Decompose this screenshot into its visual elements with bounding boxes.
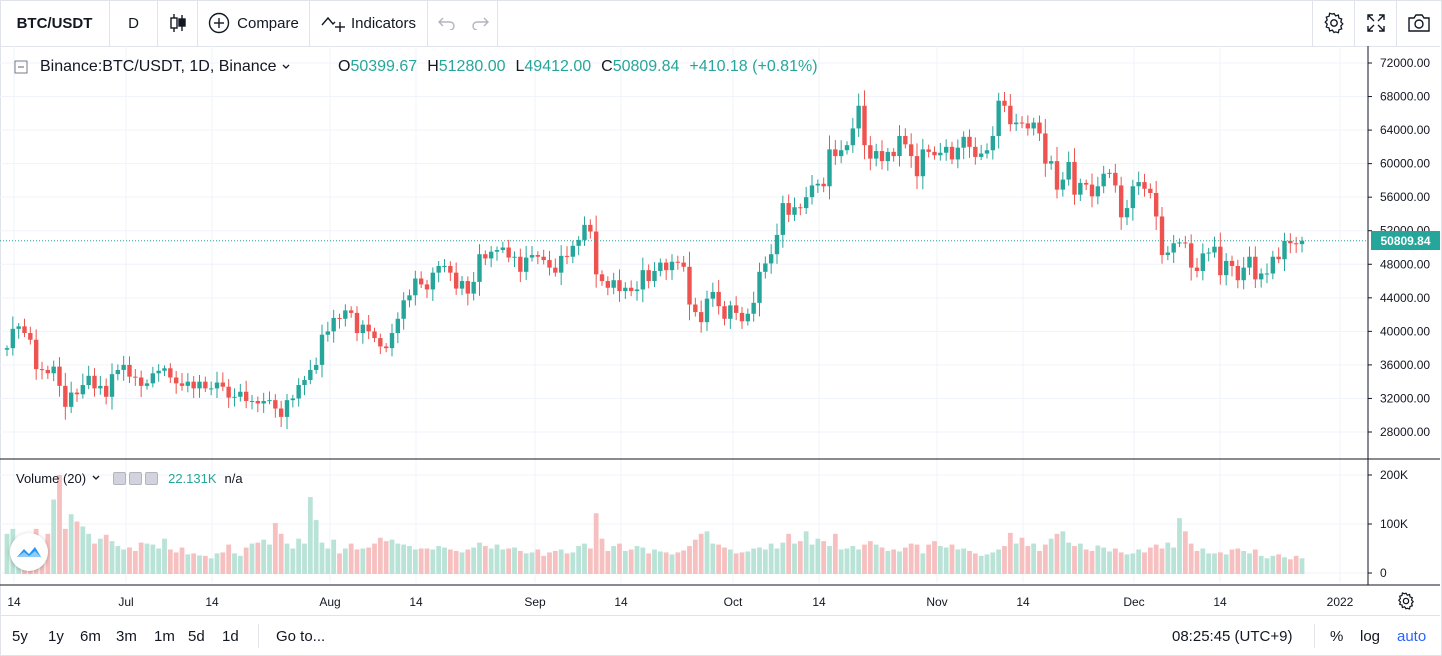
compare-button[interactable]: Compare	[198, 0, 310, 46]
symbol-search-button[interactable]: BTC/USDT	[0, 0, 110, 46]
divider	[258, 624, 259, 648]
redo-button[interactable]	[462, 0, 498, 46]
volume-ma-value: n/a	[224, 470, 243, 486]
chart-style-button[interactable]	[158, 0, 198, 46]
camera-icon	[1407, 14, 1430, 32]
clock[interactable]: 08:25:45 (UTC+9)	[1172, 616, 1292, 656]
range-button-1d[interactable]: 1d	[222, 627, 239, 645]
low-value: 49412.00	[524, 58, 592, 75]
logo-icon	[17, 547, 41, 557]
gear-icon[interactable]	[129, 471, 143, 485]
range-button-5y[interactable]: 5y	[12, 627, 28, 645]
interval-button[interactable]: D	[110, 0, 158, 46]
last-price-label: 50809.84	[1371, 231, 1440, 250]
plus-circle-icon	[208, 12, 230, 34]
series-title[interactable]: Binance:BTC/USDT, 1D, Binance	[40, 58, 277, 75]
chevron-down-icon[interactable]	[91, 474, 101, 482]
tradingview-logo[interactable]	[10, 533, 48, 571]
volume-value: 22.131K	[168, 470, 217, 486]
close-value: 50809.84	[612, 58, 680, 75]
settings-button[interactable]	[1312, 0, 1354, 46]
indicators-button[interactable]: Indicators	[310, 0, 428, 46]
indicators-icon	[321, 16, 345, 32]
series-legend: Binance:BTC/USDT, 1D, Binance	[14, 56, 291, 78]
range-button-1y[interactable]: 1y	[48, 627, 64, 645]
fullscreen-button[interactable]	[1354, 0, 1396, 46]
axis-settings-button[interactable]	[1392, 588, 1420, 614]
high-key: H	[427, 58, 439, 75]
undo-button[interactable]	[432, 0, 462, 46]
close-icon[interactable]	[145, 471, 159, 485]
open-key: O	[338, 58, 351, 75]
indicators-label: Indicators	[350, 14, 417, 32]
bottom-toolbar: 5y 1y 6m 3m 1m 5d 1d Go to... 08:25:45 (UTC+9)…	[0, 615, 1440, 656]
log-toggle[interactable]: log	[1360, 616, 1380, 656]
close-key: C	[601, 58, 613, 75]
goto-label: Go to...	[276, 627, 326, 645]
log-label: log	[1360, 627, 1381, 645]
top-toolbar: BTC/USDT D Compare Indicators	[0, 0, 1440, 47]
interval-label: D	[128, 14, 139, 32]
ohlc-values: O 50399.67 H 51280.00 L 49412.00 C 50809.84 …	[338, 56, 818, 78]
gear-icon	[1397, 592, 1415, 610]
eye-icon[interactable]	[113, 471, 127, 485]
collapse-icon[interactable]	[14, 60, 28, 74]
divider	[1314, 624, 1315, 648]
fullscreen-icon	[1366, 14, 1385, 32]
open-value: 50399.67	[350, 58, 418, 75]
percent-label: %	[1330, 627, 1344, 645]
clock-label: 08:25:45 (UTC+9)	[1172, 627, 1293, 645]
range-button-5d[interactable]: 5d	[188, 627, 205, 645]
undo-icon	[438, 17, 455, 30]
range-button-1m[interactable]: 1m	[154, 627, 175, 645]
percent-toggle[interactable]: %	[1330, 616, 1343, 656]
redo-icon	[471, 17, 489, 30]
compare-label: Compare	[237, 14, 299, 32]
candles-icon	[169, 14, 186, 32]
auto-label: auto	[1397, 627, 1427, 645]
high-value: 51280.00	[438, 58, 506, 75]
snapshot-button[interactable]	[1396, 0, 1440, 46]
chevron-down-icon[interactable]	[281, 63, 291, 71]
volume-legend: Volume (20) 22.131K n/a	[16, 468, 243, 488]
change-value: +410.18 (+0.81%)	[689, 58, 818, 75]
low-key: L	[515, 58, 525, 75]
volume-title[interactable]: Volume (20)	[16, 470, 87, 486]
goto-button[interactable]: Go to...	[276, 616, 325, 656]
symbol-label: BTC/USDT	[16, 14, 93, 32]
range-button-6m[interactable]: 6m	[80, 627, 101, 645]
auto-toggle[interactable]: auto	[1397, 616, 1426, 656]
gear-icon	[1323, 12, 1344, 34]
range-button-3m[interactable]: 3m	[116, 627, 137, 645]
